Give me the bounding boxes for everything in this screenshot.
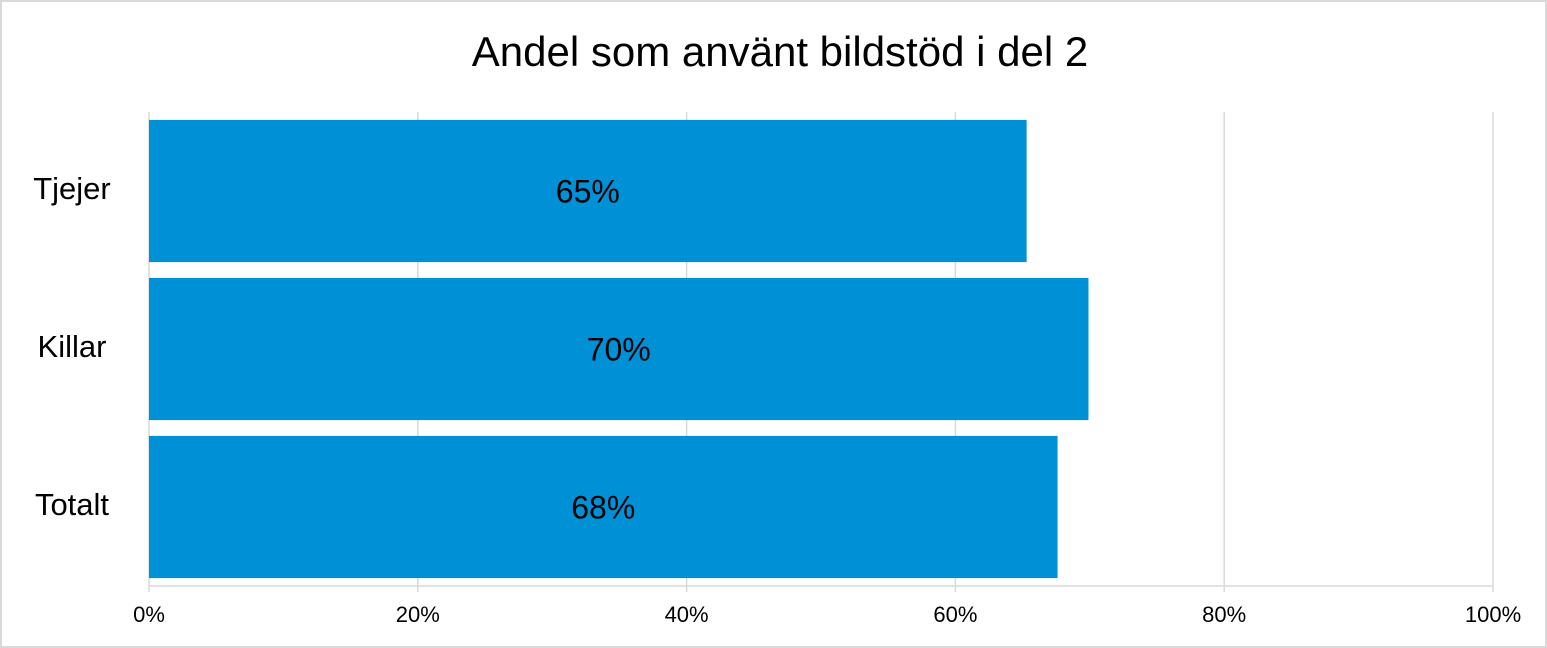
y-tick-label: Tjejer — [33, 171, 111, 206]
data-label: 65% — [556, 173, 620, 209]
bar — [149, 119, 1027, 263]
data-label: 68% — [571, 489, 635, 525]
x-tick-label: 100% — [1465, 602, 1521, 627]
x-tick-label: 20% — [396, 602, 440, 627]
data-label: 70% — [587, 331, 651, 367]
x-tick-label: 80% — [1202, 602, 1246, 627]
x-tick-label: 60% — [933, 602, 977, 627]
y-tick-label: Totalt — [35, 487, 109, 522]
chart-title: Andel som använt bildstöd i del 2 — [472, 28, 1088, 75]
bar — [149, 435, 1058, 579]
y-tick-label: Killar — [38, 329, 107, 364]
bar — [149, 277, 1089, 421]
x-tick-label: 40% — [665, 602, 709, 627]
x-tick-label: 0% — [133, 602, 165, 627]
